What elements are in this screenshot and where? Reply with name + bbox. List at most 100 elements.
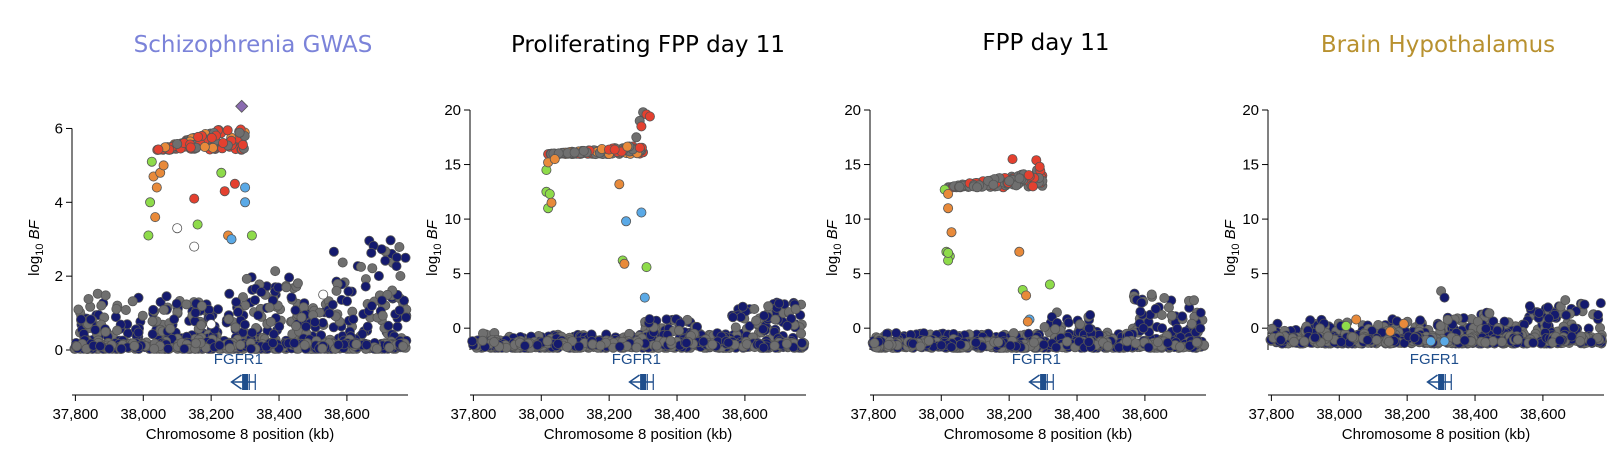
data-point (1561, 310, 1572, 321)
data-point (639, 292, 650, 303)
scatter-points (1265, 286, 1608, 349)
data-point (1191, 337, 1202, 348)
data-point (146, 156, 157, 167)
data-point (385, 235, 396, 246)
data-point (1409, 332, 1420, 343)
data-point (199, 141, 210, 152)
data-point (1371, 335, 1382, 346)
data-point (145, 197, 156, 208)
data-point (355, 261, 366, 272)
panel-3: FPP day 11 0 5 10 15 20 log10 BF FGFR1 37,800 38,… (824, 30, 1210, 443)
data-point (247, 327, 258, 338)
y-tick-label: 0 (453, 320, 461, 337)
data-point (614, 341, 625, 352)
data-point (229, 178, 240, 189)
data-point (1425, 336, 1436, 347)
data-point (185, 142, 196, 153)
data-point (1195, 323, 1206, 334)
data-point (343, 286, 354, 297)
data-point (1135, 306, 1146, 317)
data-point (636, 207, 647, 218)
data-point (1159, 292, 1170, 303)
data-point (797, 337, 808, 348)
data-point (1524, 301, 1535, 312)
data-point (241, 273, 252, 284)
scatter-points (867, 154, 1210, 353)
data-point (609, 144, 620, 155)
data-point (578, 145, 589, 156)
x-axis-label: Chromosome 8 position (kb) (1342, 426, 1530, 443)
data-point (360, 281, 371, 292)
x-axis: 37,800 38,000 38,200 38,400 38,600 Chromosome… (1248, 394, 1604, 443)
data-point (362, 321, 373, 332)
data-point (127, 296, 138, 307)
data-point (158, 160, 169, 171)
y-tick-label: 15 (444, 157, 461, 174)
data-point (212, 304, 223, 315)
data-point (281, 282, 292, 293)
data-point (120, 304, 131, 315)
data-point (206, 319, 217, 330)
y-tick-label: 5 (453, 266, 461, 283)
data-point (223, 314, 234, 325)
data-point (1146, 289, 1157, 300)
y-tick-label: 15 (844, 157, 861, 174)
data-point (955, 339, 966, 350)
data-point (249, 295, 260, 306)
data-point (163, 343, 174, 354)
strand-arrow (230, 374, 242, 390)
data-point (169, 314, 180, 325)
data-point (165, 323, 176, 334)
data-point (235, 339, 246, 350)
data-point (158, 304, 169, 315)
data-point (376, 295, 387, 306)
data-point (172, 138, 183, 149)
data-point (214, 340, 225, 351)
data-point (189, 193, 200, 204)
y-tick-label: 20 (844, 102, 861, 119)
data-point (1162, 337, 1173, 348)
x-tick-label: 37,800 (52, 406, 98, 423)
x-tick-label: 38,200 (586, 406, 632, 423)
data-point (265, 316, 276, 327)
data-point (1528, 337, 1539, 348)
data-point (1289, 336, 1300, 347)
data-point (1347, 331, 1358, 342)
data-point (1534, 307, 1545, 318)
data-point (112, 325, 123, 336)
data-point (147, 316, 158, 327)
data-point (216, 167, 227, 178)
data-point (737, 301, 748, 312)
data-point (73, 304, 84, 315)
panel-title: Brain Hypothalamus (1321, 32, 1555, 58)
data-point (367, 263, 378, 274)
y-tick-label: 0 (853, 320, 861, 337)
data-point (1004, 175, 1015, 186)
gene-label: FGFR1 (214, 351, 263, 368)
data-point (936, 340, 947, 351)
y-axis: 0 5 10 15 20 log10 BF (824, 102, 871, 350)
data-point (759, 310, 770, 321)
data-point (943, 188, 954, 199)
data-point (651, 340, 662, 351)
data-point (237, 292, 248, 303)
data-point (1415, 315, 1426, 326)
data-point (341, 296, 352, 307)
gene-label: FGFR1 (1012, 351, 1061, 368)
data-point (309, 317, 320, 328)
data-point (790, 304, 801, 315)
data-point (883, 339, 894, 350)
x-axis: 37,800 38,000 38,200 38,400 38,600 Chromosome… (450, 394, 806, 443)
data-point (1579, 299, 1590, 310)
gene-track: FGFR1 (1410, 351, 1459, 390)
data-point (218, 137, 229, 148)
data-point (1512, 334, 1523, 345)
data-point (400, 252, 411, 263)
data-point (394, 305, 405, 316)
data-point (796, 328, 807, 339)
x-tick-label: 38,000 (918, 406, 964, 423)
panel-title: Proliferating FPP day 11 (511, 32, 785, 58)
data-point (189, 241, 200, 252)
data-point (1351, 314, 1362, 325)
data-point (1083, 336, 1094, 347)
